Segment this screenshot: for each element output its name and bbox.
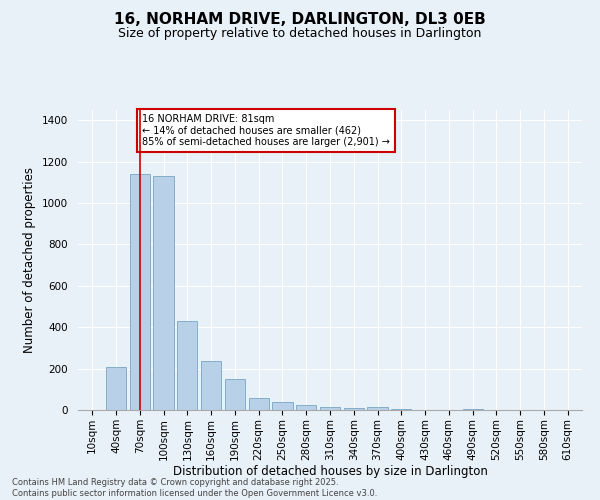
Bar: [248, 398, 269, 410]
Bar: [367, 407, 388, 410]
Bar: [296, 405, 316, 410]
Bar: [344, 408, 364, 410]
Bar: [201, 362, 221, 410]
Bar: [272, 402, 293, 410]
Bar: [154, 176, 173, 410]
Bar: [391, 409, 412, 410]
Text: 16, NORHAM DRIVE, DARLINGTON, DL3 0EB: 16, NORHAM DRIVE, DARLINGTON, DL3 0EB: [114, 12, 486, 28]
Text: Size of property relative to detached houses in Darlington: Size of property relative to detached ho…: [118, 28, 482, 40]
Text: 16 NORHAM DRIVE: 81sqm
← 14% of detached houses are smaller (462)
85% of semi-de: 16 NORHAM DRIVE: 81sqm ← 14% of detached…: [142, 114, 390, 148]
Bar: [463, 409, 483, 410]
Bar: [130, 174, 150, 410]
X-axis label: Distribution of detached houses by size in Darlington: Distribution of detached houses by size …: [173, 465, 487, 478]
Bar: [177, 321, 197, 410]
Bar: [106, 366, 126, 410]
Bar: [225, 379, 245, 410]
Bar: [320, 407, 340, 410]
Text: Contains HM Land Registry data © Crown copyright and database right 2025.
Contai: Contains HM Land Registry data © Crown c…: [12, 478, 377, 498]
Y-axis label: Number of detached properties: Number of detached properties: [23, 167, 37, 353]
